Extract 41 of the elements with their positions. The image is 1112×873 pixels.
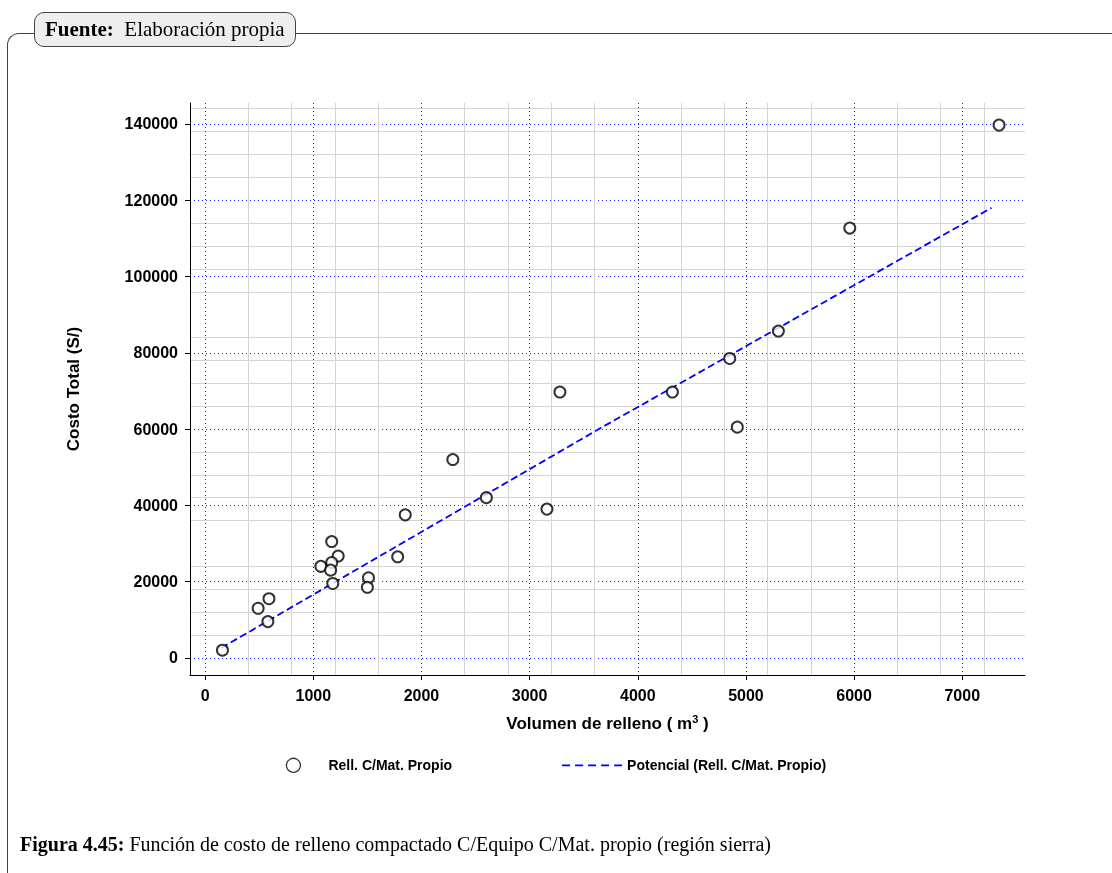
y-tick-label: 140000 [124, 115, 179, 133]
point [251, 601, 265, 615]
legend-label: Potencial (Rell. C/Mat. Propio) [627, 757, 827, 774]
point [261, 615, 275, 629]
y-tick-label: 40000 [133, 496, 179, 514]
point [553, 385, 567, 399]
point [723, 352, 737, 365]
x-tick-label: 2000 [403, 686, 440, 704]
point [843, 221, 857, 235]
y-tick-label: 0 [169, 649, 179, 667]
x-tick-label: 5000 [728, 686, 764, 704]
point [325, 535, 339, 549]
point [324, 563, 338, 577]
point [215, 643, 229, 657]
point [540, 502, 554, 516]
legend-label: Rell. C/Mat. Propio [328, 757, 453, 774]
x-tick-label: 7000 [944, 686, 981, 704]
point [665, 385, 679, 399]
point [398, 508, 412, 522]
y-tick-label: 20000 [133, 573, 179, 591]
y-axis-title: Costo Total (S/) [64, 326, 83, 452]
y-tick-label: 60000 [133, 420, 179, 438]
x-tick-label: 4000 [619, 686, 656, 704]
y-tick-label: 120000 [124, 191, 179, 209]
point [992, 118, 1006, 132]
y-tick-label: 80000 [133, 344, 179, 362]
x-tick-label: 6000 [836, 686, 872, 704]
point [391, 550, 405, 564]
point [446, 453, 460, 467]
point [730, 420, 744, 434]
source-note: Fuente: Elaboración propia [34, 12, 296, 47]
point [262, 592, 276, 606]
x-tick-label: 0 [200, 686, 210, 704]
x-tick-label: 3000 [511, 686, 548, 704]
point [326, 576, 340, 590]
text: Figura 4.45: Función de costo de relleno compactado C/Equipo C/Mat. propio (región sierra) [20, 833, 771, 856]
point [360, 580, 374, 594]
point [771, 324, 785, 338]
y-tick-label: 100000 [124, 268, 179, 286]
point [479, 491, 493, 505]
x-tick-label: 1000 [295, 686, 332, 704]
